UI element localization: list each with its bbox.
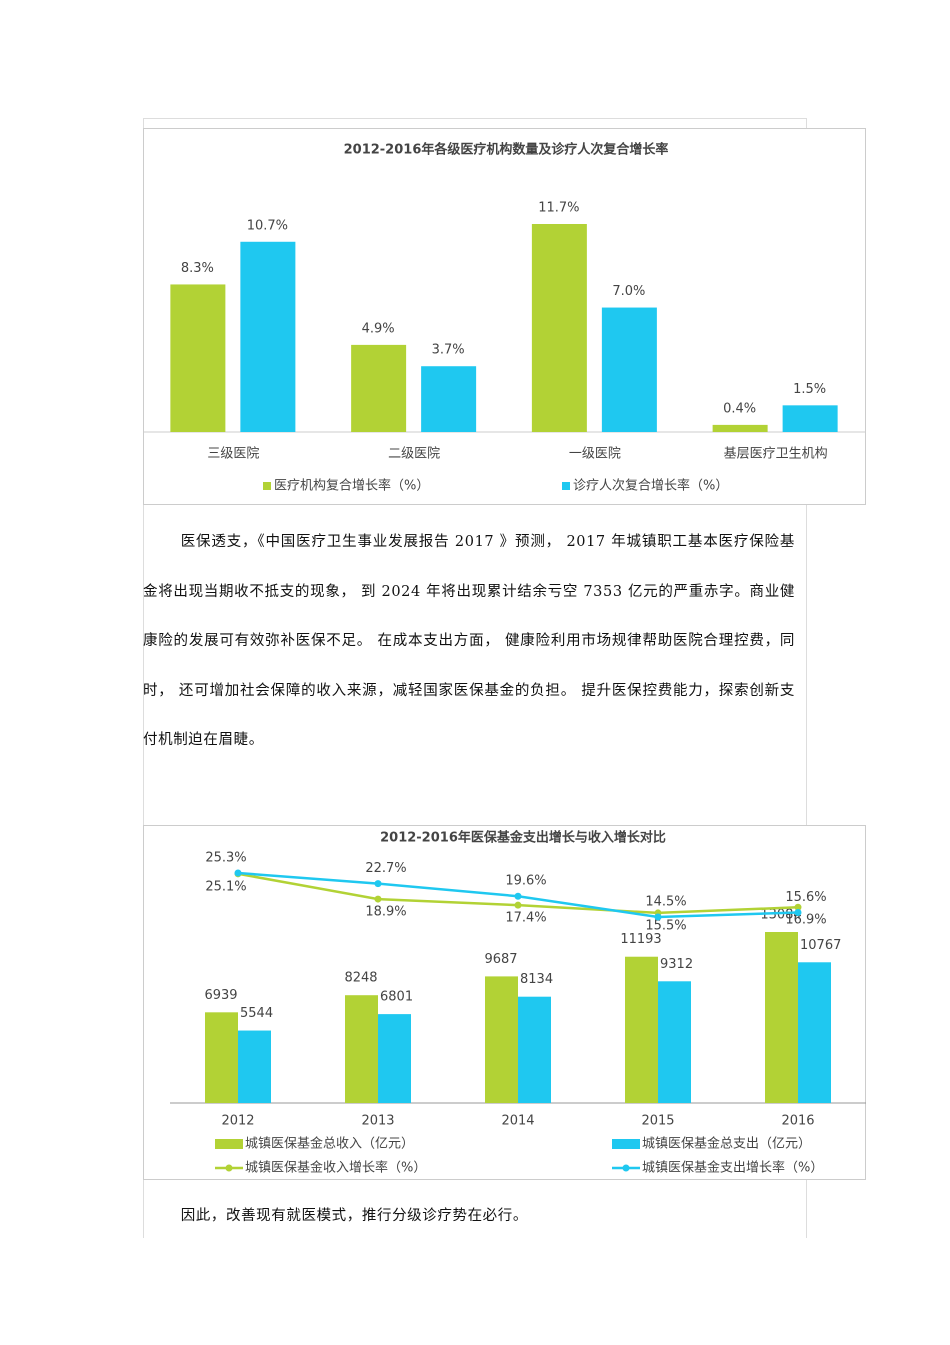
line-point <box>374 880 382 888</box>
bar <box>658 981 691 1103</box>
data-label: 10.7% <box>247 218 288 233</box>
data-label: 8.3% <box>181 261 214 276</box>
bar <box>625 956 658 1103</box>
data-label: 14.5% <box>645 895 686 910</box>
bar <box>782 405 838 432</box>
data-label: 15.5% <box>645 918 686 933</box>
data-label: 4.9% <box>362 321 395 336</box>
line-point <box>234 869 242 877</box>
legend-swatch <box>562 482 570 490</box>
line-point <box>794 903 802 911</box>
x-tick-label: 2016 <box>781 1114 814 1129</box>
bar <box>345 995 378 1103</box>
data-label: 25.3% <box>205 851 246 866</box>
line-point <box>514 892 522 900</box>
data-label: 9312 <box>660 957 693 972</box>
bar <box>421 366 477 432</box>
legend-label: 城镇医保基金总收入（亿元） <box>245 1136 414 1152</box>
data-label: 25.1% <box>205 879 246 894</box>
x-tick-label: 2014 <box>501 1114 534 1129</box>
legend-label: 城镇医保基金支出增长率（%） <box>642 1160 823 1176</box>
x-tick-label: 二级医院 <box>388 447 440 462</box>
bar <box>518 996 551 1103</box>
x-tick-label: 2015 <box>641 1114 674 1129</box>
paragraph: 医保透支，《中国医疗卫生事业发展报告 2017 》预测， 2017 年城镇职工基… <box>143 534 795 748</box>
data-label: 16.9% <box>785 913 826 928</box>
x-tick-label: 2013 <box>361 1114 394 1129</box>
legend-swatch <box>263 482 271 490</box>
data-label: 3.7% <box>432 343 465 358</box>
rule <box>143 118 807 119</box>
data-label: 8248 <box>344 971 377 986</box>
line-point <box>794 909 802 917</box>
bar <box>531 224 587 432</box>
data-label: 8134 <box>520 972 553 987</box>
x-tick-label: 一级医院 <box>569 447 621 462</box>
bar <box>170 284 226 432</box>
bar <box>378 1014 411 1103</box>
line-point <box>514 901 522 909</box>
bar <box>238 1030 271 1103</box>
data-label: 22.7% <box>365 861 406 876</box>
bar <box>485 976 518 1103</box>
bar <box>240 241 296 432</box>
data-label: 15.6% <box>785 890 826 905</box>
legend-swatch <box>225 1164 233 1172</box>
data-label: 0.4% <box>723 401 756 416</box>
legend-label: 医疗机构复合增长率（%） <box>274 478 429 494</box>
bar <box>712 424 768 432</box>
bar <box>798 962 831 1103</box>
data-label: 9687 <box>484 952 517 967</box>
line-point <box>374 895 382 903</box>
legend-swatch <box>215 1139 243 1149</box>
legend-swatch <box>612 1139 640 1149</box>
legend-label: 城镇医保基金总支出（亿元） <box>642 1136 811 1152</box>
bar <box>351 344 407 432</box>
data-label: 19.6% <box>505 874 546 889</box>
data-label: 5544 <box>240 1006 273 1021</box>
chart-title: 2012-2016年医保基金支出增长与收入增长对比 <box>380 830 666 846</box>
data-label: 1.5% <box>793 382 826 397</box>
x-tick-label: 2012 <box>221 1114 254 1129</box>
paragraph: 因此，改善现有就医模式，推行分级诊疗势在必行。 <box>180 1208 528 1224</box>
data-label: 10767 <box>800 938 841 953</box>
data-label: 11.7% <box>538 201 579 216</box>
rule <box>806 118 807 1238</box>
legend-label: 城镇医保基金收入增长率（%） <box>245 1160 426 1176</box>
data-label: 7.0% <box>612 284 645 299</box>
x-tick-label: 基层医疗卫生机构 <box>724 447 828 462</box>
data-label: 18.9% <box>365 905 406 920</box>
bar <box>205 1012 238 1103</box>
legend-swatch <box>622 1164 630 1172</box>
data-label: 11193 <box>620 932 661 947</box>
legend-label: 诊疗人次复合增长率（%） <box>573 478 728 494</box>
data-label: 17.4% <box>505 911 546 926</box>
data-label: 13084 <box>760 908 801 923</box>
x-tick-label: 三级医院 <box>207 447 259 462</box>
chart-title: 2012-2016年各级医疗机构数量及诊疗人次复合增长率 <box>344 142 669 158</box>
data-label: 6801 <box>380 990 413 1005</box>
data-label: 6939 <box>204 988 237 1003</box>
bar <box>765 932 798 1103</box>
rule <box>143 118 144 1238</box>
line-point <box>654 913 662 921</box>
bar <box>601 307 657 432</box>
